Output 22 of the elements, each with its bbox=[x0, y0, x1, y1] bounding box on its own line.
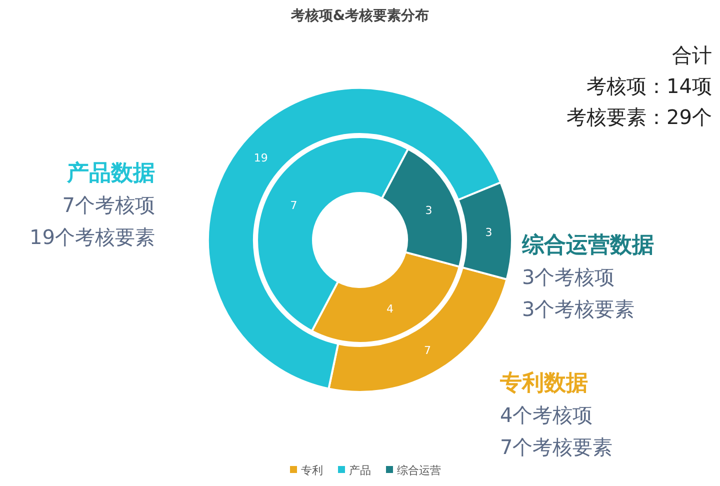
data-label: 3 bbox=[485, 226, 492, 239]
legend-label: 专利 bbox=[301, 464, 323, 477]
text: 产品数据 bbox=[66, 160, 155, 186]
data-label: 7 bbox=[424, 344, 431, 357]
text: 专利数据 bbox=[499, 371, 588, 396]
legend-label: 产品 bbox=[349, 464, 371, 477]
text: 3个考核项 bbox=[522, 265, 615, 289]
data-label: 7 bbox=[290, 198, 298, 212]
text: 7个考核要素 bbox=[500, 435, 613, 459]
text: 19个考核要素 bbox=[30, 225, 155, 249]
legend-label: 综合运营 bbox=[397, 464, 441, 477]
text: 考核项：14项 bbox=[586, 74, 712, 98]
data-label: 3 bbox=[425, 204, 432, 218]
text: 综合运营数据 bbox=[521, 233, 654, 258]
text: 7个考核项 bbox=[62, 193, 155, 217]
text: 4个考核项 bbox=[500, 403, 593, 427]
chart-title: 考核项&考核要素分布 bbox=[290, 8, 430, 24]
data-label: 4 bbox=[386, 302, 394, 316]
text: 合计 bbox=[672, 43, 712, 67]
text: 考核要素：29个 bbox=[566, 105, 712, 129]
text: 3个考核要素 bbox=[522, 297, 635, 321]
data-label: 19 bbox=[254, 151, 268, 164]
